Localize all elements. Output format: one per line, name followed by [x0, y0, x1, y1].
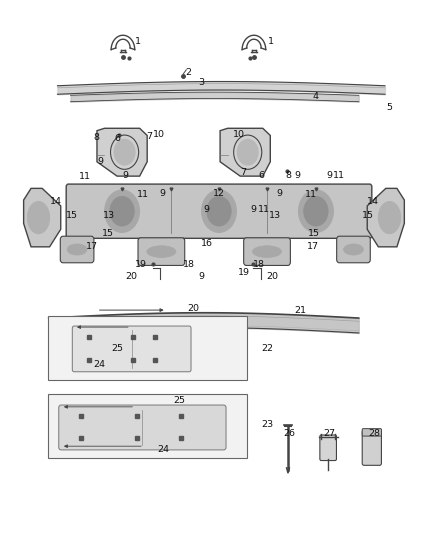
Text: 11: 11: [79, 172, 92, 181]
Circle shape: [304, 196, 328, 226]
Text: 18: 18: [253, 261, 265, 269]
Text: 15: 15: [102, 229, 114, 238]
Text: 21: 21: [294, 305, 306, 314]
Text: 1: 1: [135, 37, 141, 46]
Circle shape: [105, 190, 140, 232]
Text: 20: 20: [266, 272, 278, 280]
Text: 22: 22: [261, 344, 273, 353]
Text: 6: 6: [115, 134, 121, 143]
Text: 15: 15: [65, 211, 78, 220]
Text: 17: 17: [307, 243, 318, 252]
Text: 2: 2: [185, 68, 191, 77]
Text: 9: 9: [198, 272, 205, 280]
FancyBboxPatch shape: [362, 429, 381, 436]
Circle shape: [113, 139, 136, 166]
Circle shape: [298, 190, 333, 232]
Text: 15: 15: [308, 229, 320, 238]
Text: 9: 9: [203, 205, 209, 214]
Text: 16: 16: [201, 239, 213, 248]
FancyBboxPatch shape: [60, 236, 94, 263]
Text: 11: 11: [332, 171, 345, 180]
FancyBboxPatch shape: [244, 238, 290, 265]
FancyBboxPatch shape: [362, 430, 381, 465]
Ellipse shape: [67, 244, 87, 255]
Ellipse shape: [27, 201, 49, 233]
Text: 4: 4: [312, 92, 318, 101]
Text: 24: 24: [93, 360, 106, 369]
Text: 9: 9: [159, 189, 165, 198]
Text: 3: 3: [198, 77, 205, 86]
Text: 9: 9: [326, 171, 332, 180]
Text: 14: 14: [367, 197, 379, 206]
Text: 9: 9: [97, 157, 103, 166]
Text: 25: 25: [173, 396, 185, 405]
Text: 25: 25: [112, 344, 124, 353]
Text: 12: 12: [213, 189, 225, 198]
Text: 23: 23: [261, 421, 273, 430]
Text: 9: 9: [295, 171, 300, 180]
Text: 19: 19: [237, 269, 250, 277]
Ellipse shape: [378, 201, 401, 233]
Circle shape: [207, 196, 231, 226]
Text: 11: 11: [137, 190, 148, 199]
Text: 15: 15: [362, 211, 374, 220]
Ellipse shape: [343, 244, 364, 255]
Text: 8: 8: [93, 133, 99, 142]
Text: 1: 1: [268, 37, 274, 46]
Text: 14: 14: [49, 197, 62, 206]
Text: 8: 8: [286, 171, 292, 180]
Text: 6: 6: [258, 171, 265, 180]
Text: 13: 13: [103, 211, 115, 220]
Text: 9: 9: [250, 205, 256, 214]
Text: 27: 27: [323, 430, 335, 439]
FancyBboxPatch shape: [320, 435, 336, 461]
Text: 7: 7: [240, 168, 246, 177]
Circle shape: [237, 139, 259, 166]
Text: 26: 26: [284, 430, 296, 439]
Text: 10: 10: [153, 130, 165, 139]
Text: 9: 9: [276, 189, 282, 198]
Text: 20: 20: [125, 272, 137, 280]
FancyBboxPatch shape: [59, 405, 226, 450]
Text: 20: 20: [187, 304, 199, 313]
Text: 24: 24: [157, 446, 169, 455]
Text: 19: 19: [135, 261, 147, 269]
FancyBboxPatch shape: [337, 236, 370, 263]
Text: 13: 13: [269, 211, 281, 220]
Circle shape: [201, 190, 237, 232]
Ellipse shape: [147, 246, 176, 257]
Polygon shape: [24, 188, 61, 247]
Text: 10: 10: [233, 130, 245, 139]
Circle shape: [110, 196, 134, 226]
Bar: [48, 317, 247, 380]
Text: 7: 7: [146, 132, 152, 141]
Text: 11: 11: [258, 205, 270, 214]
Polygon shape: [367, 188, 404, 247]
Text: 5: 5: [386, 102, 392, 111]
Polygon shape: [97, 128, 147, 176]
Text: 18: 18: [184, 261, 195, 269]
FancyBboxPatch shape: [138, 238, 185, 265]
Text: 9: 9: [122, 171, 128, 180]
FancyBboxPatch shape: [66, 184, 372, 238]
Ellipse shape: [253, 246, 282, 257]
Bar: [48, 394, 247, 458]
Text: 11: 11: [305, 190, 317, 199]
Text: 28: 28: [368, 430, 381, 439]
Text: 17: 17: [85, 243, 98, 252]
FancyBboxPatch shape: [72, 326, 191, 372]
Polygon shape: [220, 128, 270, 176]
